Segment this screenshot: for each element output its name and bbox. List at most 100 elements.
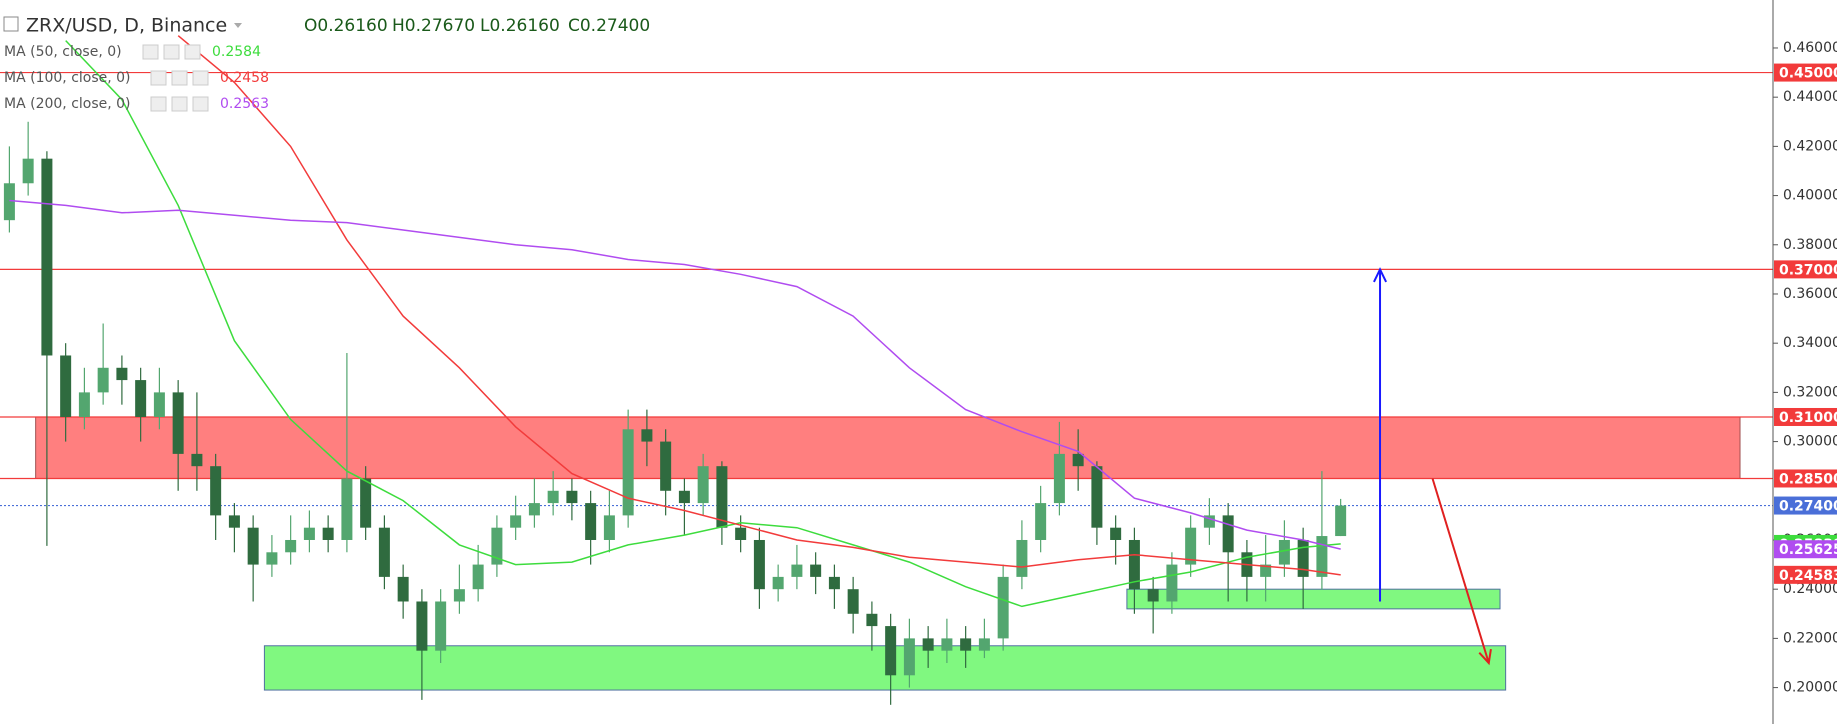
candle-body [847,589,859,614]
candle-body [1035,503,1047,540]
candle-body [397,576,409,602]
ohlc-value: L0.26160 [480,16,560,36]
header-icon [3,16,19,32]
candle-body [453,589,465,602]
candle-body [1147,589,1159,602]
candle-body [1203,515,1215,528]
ma-line [9,199,1341,550]
candle-body [772,576,784,590]
price-tag [1774,407,1837,426]
y-tick-label: 0.22000 [1783,630,1837,646]
price-tag [1774,63,1837,82]
y-tick-label: 0.44000 [1783,89,1837,105]
candle-body [191,453,203,467]
candle-body [435,601,447,651]
arrow-head [1478,649,1492,666]
plot [0,35,1773,705]
candle-body [228,515,240,528]
candle-body [678,490,690,504]
candle-body [622,429,634,516]
candle-body [885,626,897,676]
candle-body [903,638,915,676]
arrow-head [1373,267,1388,283]
price-tag-label: 0.31000 [1779,410,1837,426]
candle-body [60,355,72,417]
y-tick-label: 0.42000 [1783,138,1837,154]
candle-body [603,515,615,540]
candle-body [810,564,822,577]
candle-body [735,527,747,540]
legend-icon [184,44,201,60]
candle-body [416,601,428,651]
ohlc-value: H0.27670 [392,16,475,36]
candle-body [1260,564,1272,577]
candle-body [922,638,934,651]
y-tick-label: 0.20000 [1783,680,1837,696]
price-tag-label: 0.45000 [1779,66,1837,82]
candle-body [566,490,578,504]
candle-body [97,367,109,393]
candle-body [322,527,334,540]
candle-body [285,539,297,553]
legend-value: 0.2458 [220,70,269,86]
arrow [1431,478,1490,664]
y-tick-label: 0.34000 [1783,335,1837,351]
legend-icon [163,44,180,60]
legend-value: 0.2563 [220,96,269,112]
candle-body [1185,527,1197,565]
candle-body [1166,564,1178,602]
y-tick-label: 0.30000 [1783,434,1837,450]
candle-body [1128,539,1140,590]
dropdown [234,23,242,28]
candle-body [697,466,709,504]
zone [35,416,1741,479]
candle-body [153,392,165,417]
legend-label: MA (200, close, 0) [4,96,131,112]
candle-body [1091,466,1103,528]
candle-body [1335,505,1347,537]
candle-body [135,380,147,417]
candle-body [78,392,90,417]
candle-body [1222,515,1234,553]
legend-icon [192,70,209,86]
candle-body [716,466,728,528]
price-tag-label: 0.37000 [1779,262,1837,278]
price-tag-label: 0.27400 [1779,499,1837,515]
candle-body [210,466,222,516]
candle-body [3,183,15,221]
candle-body [1316,536,1328,577]
price-tag [1774,540,1837,559]
y-tick-label: 0.32000 [1783,384,1837,400]
legend-label: MA (50, close, 0) [4,44,122,60]
zone [263,645,1507,691]
y-tick-label: 0.40000 [1783,188,1837,204]
ma-line [177,35,1341,576]
candle-body [660,441,672,491]
ohlc-value: O0.26160 [304,16,388,36]
candle-body [641,429,653,442]
candle-body [960,638,972,651]
candle-body [303,527,315,540]
legend-icon [192,96,209,112]
candle-body [341,478,353,540]
candle-body [753,539,765,590]
candle-body [828,576,840,590]
candle-body [116,367,128,381]
price-tag [1774,565,1837,584]
price-tag [1774,469,1837,488]
candle-body [360,478,372,528]
candle-body [585,503,597,540]
candle-body [1110,527,1122,540]
price-tag [1774,496,1837,515]
candle-body [1072,453,1084,467]
legend-label: MA (100, close, 0) [4,70,131,86]
candle-body [528,503,540,516]
candle-body [1016,539,1028,577]
ohlc-value: C0.27400 [568,16,650,36]
symbol: ZRX/USD, D, Binance [26,15,227,37]
candle-body [491,527,503,565]
candle-body [1278,539,1290,565]
candle-body [941,638,953,651]
